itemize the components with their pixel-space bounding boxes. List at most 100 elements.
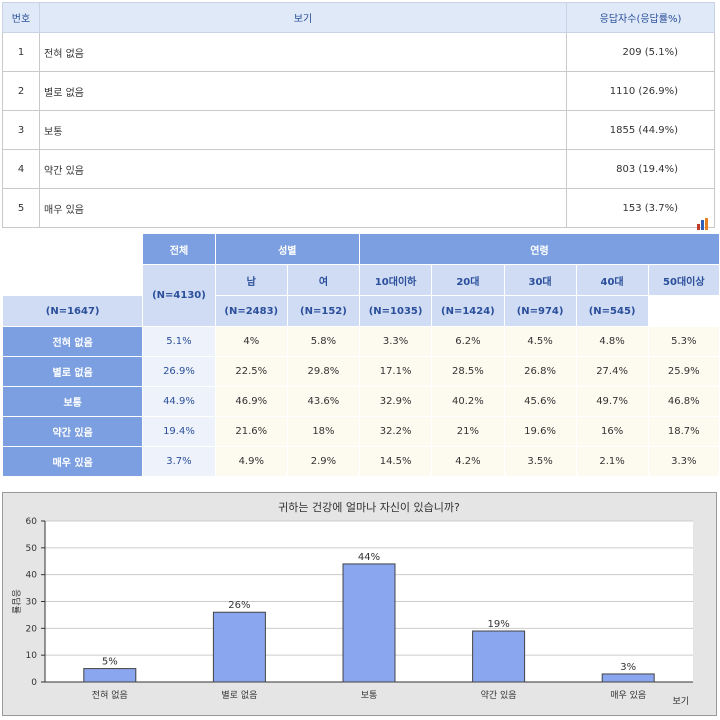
crosstab-cell: 27.4% <box>575 356 649 387</box>
crosstab-cell: 16% <box>575 416 649 447</box>
crosstab-cell: 21.6% <box>214 416 288 447</box>
total-header: 전체 <box>142 233 216 265</box>
data-label: 19% <box>487 619 509 630</box>
row-number: 2 <box>2 71 40 111</box>
x-axis-label: 보기 <box>672 696 689 707</box>
row-item: 매우 있음 <box>39 188 567 228</box>
crosstab-cell: 4.2% <box>431 446 505 477</box>
table-row: 5 매우 있음 153 (3.7%) <box>2 188 715 228</box>
crosstab-cell: 29.8% <box>286 356 360 387</box>
row-response: 153 (3.7%) <box>566 188 715 228</box>
crosstab-row-label: 별로 없음 <box>1 356 144 387</box>
crosstab-cell: 5.8% <box>286 326 360 357</box>
bar <box>342 563 396 683</box>
crosstab-cell: 49.7% <box>575 386 649 417</box>
crosstab-cell: 28.5% <box>431 356 505 387</box>
subgroup-label: 20대 <box>431 264 505 296</box>
bar <box>601 673 655 683</box>
subgroup-n: (N=1424) <box>431 295 505 327</box>
y-tick-label: 50 <box>26 544 38 554</box>
crosstab-cell: 26.8% <box>503 356 577 387</box>
row-response: 1855 (44.9%) <box>566 110 715 150</box>
crosstab-cell: 19.6% <box>503 416 577 447</box>
subgroup-label: 40대 <box>575 264 649 296</box>
crosstab-cell: 21% <box>431 416 505 447</box>
bar-chart-icon[interactable] <box>696 218 710 230</box>
crosstab-cell: 14.5% <box>358 446 433 477</box>
subgroup-n: (N=2483) <box>214 295 288 327</box>
age-header: 연령 <box>358 233 720 265</box>
row-number: 3 <box>2 110 40 150</box>
crosstab-cell: 25.9% <box>647 356 720 387</box>
crosstab-cell: 2.9% <box>286 446 360 477</box>
crosstab-cell: 3.5% <box>503 446 577 477</box>
crosstab-cell: 19.4% <box>142 416 216 447</box>
row-number: 4 <box>2 149 40 189</box>
crosstab-row: 매우 있음 3.7% 4.9% 2.9% 14.5% 4.2% 3.5% 2.1% 3.3% <box>1 446 720 477</box>
answer-table-header: 번호 보기 응답자수(응답률%) <box>2 2 715 33</box>
chart-panel: 귀하는 건강에 얼마나 자신이 있습니까? 0 10 20 30 40 50 60 5% 전혀 없… <box>2 492 717 716</box>
crosstab-row: 약간 있음 19.4% 21.6% 18% 32.2% 21% 19.6% 16% 18.7% <box>1 416 720 447</box>
row-response: 803 (19.4%) <box>566 149 715 189</box>
data-label: 26% <box>228 600 250 611</box>
row-item: 보통 <box>39 110 567 150</box>
x-tick-label: 약간 있음 <box>481 689 517 701</box>
subgroup-n: (N=1035) <box>358 295 433 327</box>
gender-header: 성별 <box>214 233 360 265</box>
x-tick-label: 보통 <box>361 690 378 701</box>
crosstab-cell: 3.3% <box>647 446 720 477</box>
crosstab-cell: 4.5% <box>503 326 577 357</box>
crosstab-cell: 17.1% <box>358 356 433 387</box>
y-tick-label: 40 <box>26 571 38 581</box>
y-tick-label: 20 <box>26 624 38 634</box>
table-row: 1 전혀 없음 209 (5.1%) <box>2 32 715 72</box>
header-num: 번호 <box>2 2 40 33</box>
y-axis-label: 응답률 <box>10 589 22 614</box>
crosstab-cell: 43.6% <box>286 386 360 417</box>
crosstab-cell: 2.1% <box>575 446 649 477</box>
subgroup-label: 여 <box>286 264 360 296</box>
header-item: 보기 <box>39 2 567 33</box>
crosstab-cell: 4.9% <box>214 446 288 477</box>
crosstab-corner <box>2 233 143 296</box>
row-item: 약간 있음 <box>39 149 567 189</box>
subgroup-n: (N=974) <box>503 295 577 327</box>
crosstab-row-label: 전혀 없음 <box>1 326 144 357</box>
total-n: (N=4130) <box>142 264 216 327</box>
row-item: 전혀 없음 <box>39 32 567 72</box>
subgroup-n: (N=152) <box>286 295 360 327</box>
crosstab-cell: 26.9% <box>142 356 216 387</box>
row-response: 209 (5.1%) <box>566 32 715 72</box>
crosstab-row-label: 약간 있음 <box>1 416 144 447</box>
crosstab-cell: 5.1% <box>142 326 216 357</box>
subgroup-n: (N=1647) <box>1 295 144 327</box>
x-tick-label: 매우 있음 <box>610 689 646 701</box>
crosstab-cell: 4.8% <box>575 326 649 357</box>
row-number: 1 <box>2 32 40 72</box>
data-label: 3% <box>620 662 636 673</box>
crosstab-row: 전혀 없음 5.1% 4% 5.8% 3.3% 6.2% 4.5% 4.8% 5.3% <box>1 326 720 357</box>
y-tick-label: 0 <box>31 678 37 688</box>
row-number: 5 <box>2 188 40 228</box>
data-label: 5% <box>102 657 118 668</box>
bar <box>212 611 266 683</box>
crosstab-cell: 18% <box>286 416 360 447</box>
subgroup-label: 30대 <box>503 264 577 296</box>
crosstab-cell: 18.7% <box>647 416 720 447</box>
data-label: 44% <box>358 552 380 563</box>
crosstab-cell: 32.9% <box>358 386 433 417</box>
crosstab-cell: 44.9% <box>142 386 216 417</box>
chart-title: 귀하는 건강에 얼마나 자신이 있습니까? <box>278 500 460 514</box>
crosstab-cell: 45.6% <box>503 386 577 417</box>
row-item: 별로 없음 <box>39 71 567 111</box>
crosstab-cell: 40.2% <box>431 386 505 417</box>
header-response: 응답자수(응답률%) <box>566 2 715 33</box>
x-tick-label: 별로 없음 <box>221 690 257 701</box>
subgroup-label: 남 <box>214 264 288 296</box>
row-response: 1110 (26.9%) <box>566 71 715 111</box>
table-row: 3 보통 1855 (44.9%) <box>2 110 715 150</box>
crosstab-cell: 22.5% <box>214 356 288 387</box>
crosstab-cell: 6.2% <box>431 326 505 357</box>
crosstab-row-label: 보통 <box>1 386 144 417</box>
answer-table: 번호 보기 응답자수(응답률%) 1 전혀 없음 209 (5.1%) 2 별로 없음 1… <box>2 2 715 228</box>
